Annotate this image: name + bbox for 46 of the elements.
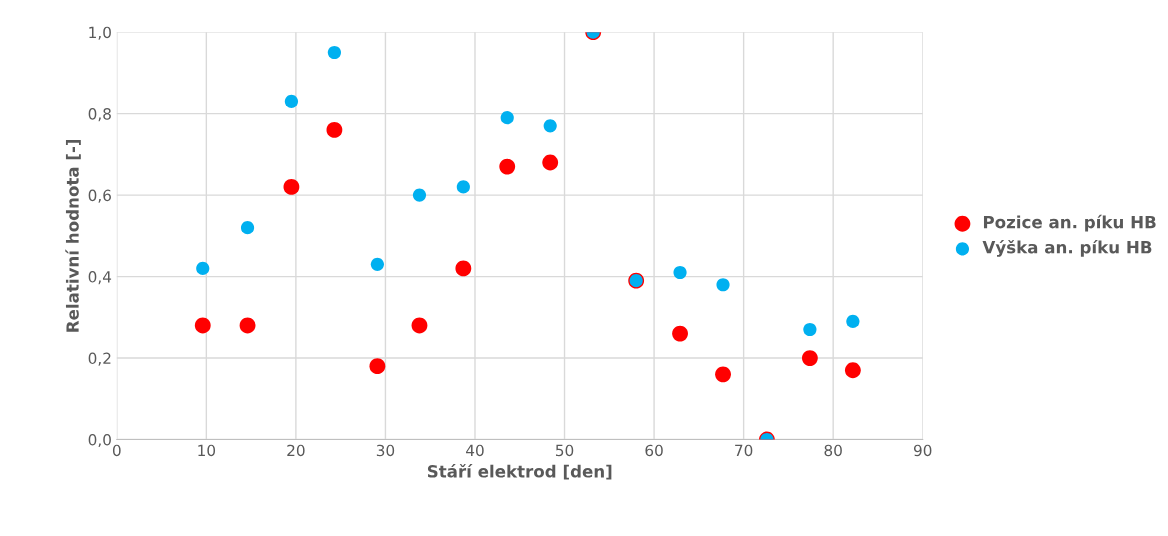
point bbox=[194, 317, 211, 334]
point bbox=[456, 180, 470, 194]
y-tick-label: 0,2 bbox=[88, 352, 111, 366]
point bbox=[370, 257, 384, 271]
point bbox=[326, 122, 343, 138]
point bbox=[716, 278, 730, 292]
y-axis-title: Relativní hodnota [-] bbox=[65, 139, 81, 332]
x-tick-label: 70 bbox=[735, 444, 753, 457]
x-tick-label: 50 bbox=[555, 444, 574, 457]
legend-label: Výška an. píku HB bbox=[982, 239, 1152, 257]
point bbox=[455, 260, 472, 277]
point bbox=[240, 221, 255, 235]
point bbox=[196, 261, 210, 276]
y-tick-label: 0,8 bbox=[88, 108, 111, 122]
point bbox=[844, 362, 861, 379]
point bbox=[499, 158, 516, 175]
x-tick-label: 10 bbox=[198, 444, 216, 457]
point bbox=[369, 358, 386, 375]
point bbox=[412, 188, 427, 202]
point bbox=[673, 265, 687, 280]
legend-label: Pozice an. píku HB bbox=[983, 214, 1156, 232]
point bbox=[327, 45, 341, 60]
point bbox=[803, 322, 817, 337]
x-tick-label: 40 bbox=[466, 444, 484, 457]
x-tick-label: 20 bbox=[287, 444, 305, 457]
x-tick-label: 0 bbox=[112, 444, 121, 457]
point bbox=[283, 179, 300, 195]
y-tick-label: 0,6 bbox=[88, 189, 111, 203]
y-tick-label: 0,0 bbox=[88, 433, 111, 448]
point bbox=[284, 94, 298, 108]
x-tick-label: 80 bbox=[824, 444, 842, 457]
x-axis-title: Stáří elektrod [den] bbox=[427, 464, 612, 480]
y-tick-label: 0,4 bbox=[88, 271, 112, 285]
point bbox=[239, 317, 256, 334]
x-tick-label: 60 bbox=[645, 444, 663, 457]
point bbox=[500, 111, 514, 125]
point bbox=[846, 314, 860, 328]
point bbox=[542, 154, 559, 171]
y-tick-label: 1,0 bbox=[89, 26, 111, 40]
point bbox=[411, 317, 428, 334]
point bbox=[672, 325, 688, 342]
point bbox=[543, 119, 557, 133]
x-tick-label: 90 bbox=[913, 444, 932, 457]
point bbox=[801, 350, 818, 366]
x-tick-label: 30 bbox=[376, 444, 395, 457]
point bbox=[715, 366, 731, 383]
